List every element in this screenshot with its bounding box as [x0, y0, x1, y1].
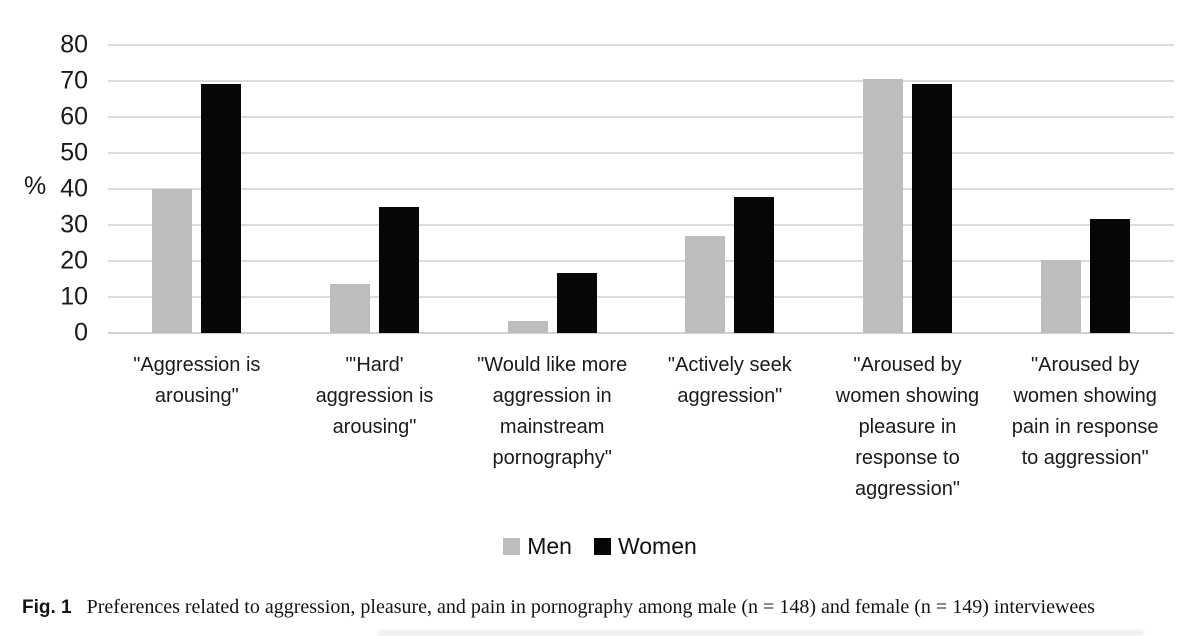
x-category-label: "'Hard' aggression is arousing": [315, 354, 434, 438]
gridline: [108, 296, 1174, 298]
bar-men: [329, 284, 370, 333]
x-category-label: "Actively seek aggression": [667, 354, 792, 407]
bar-group: [463, 45, 641, 333]
x-category-label: "Aggression is arousing": [133, 354, 261, 407]
legend-item-men: Men: [503, 533, 572, 560]
y-tick-label: 80: [60, 30, 88, 59]
legend-item-women: Women: [593, 533, 697, 560]
bar-group: [996, 45, 1174, 333]
bar-women: [378, 207, 419, 333]
x-category-label: "Would like more aggression in mainstrea…: [477, 354, 628, 469]
figure-caption-label: Fig. 1: [22, 597, 72, 618]
gridline: [108, 260, 1174, 262]
bar-women: [556, 272, 597, 333]
y-tick-label: 20: [60, 246, 88, 275]
x-category-label: "Aroused by women showing pleasure in re…: [835, 354, 980, 500]
bar-group: [108, 45, 286, 333]
bar-men: [1040, 259, 1081, 333]
bar-group: [286, 45, 464, 333]
bar-group: [819, 45, 997, 333]
y-axis-label: %: [24, 172, 47, 200]
women-swatch-icon: [593, 538, 611, 555]
legend-label-women: Women: [617, 533, 697, 559]
bar-women: [1089, 218, 1130, 333]
bar-men: [152, 189, 193, 333]
chart-legend: Men Women: [0, 533, 1200, 560]
figure-caption: Fig. 1 Preferences related to aggression,…: [22, 596, 1182, 619]
bar-men: [862, 79, 903, 333]
gridline: [108, 116, 1174, 118]
y-tick-label: 50: [60, 138, 88, 167]
plot-area: [108, 44, 1174, 334]
gridline: [108, 152, 1174, 154]
bar-group: [641, 45, 819, 333]
y-tick-label: 70: [60, 66, 88, 95]
y-axis-ticks: 0 10 20 30 40 50 60 70 80: [0, 32, 88, 345]
bar-women: [911, 83, 952, 333]
gridline: [108, 188, 1174, 190]
bar-men: [685, 235, 726, 333]
y-tick-label: 0: [74, 318, 88, 347]
bar-women: [734, 196, 775, 333]
gridline: [108, 80, 1174, 82]
x-category-label: "Aroused by women showing pain in respon…: [1011, 354, 1159, 469]
y-tick-label: 60: [60, 102, 88, 131]
men-swatch-icon: [503, 538, 521, 555]
figure-caption-text: Preferences related to aggression, pleas…: [86, 596, 1095, 618]
legend-label-men: Men: [527, 533, 572, 559]
gridline: [108, 44, 1174, 46]
cropped-next-line: [378, 630, 1144, 636]
bar-men: [507, 320, 548, 333]
bar-women: [201, 83, 242, 333]
y-tick-label: 10: [60, 282, 88, 311]
y-tick-label: 40: [60, 174, 88, 203]
gridline: [108, 224, 1174, 226]
x-category-labels: "Aggression is arousing" "'Hard' aggressi…: [108, 350, 1174, 505]
gridline: [108, 332, 1174, 334]
y-tick-label: 30: [60, 210, 88, 239]
